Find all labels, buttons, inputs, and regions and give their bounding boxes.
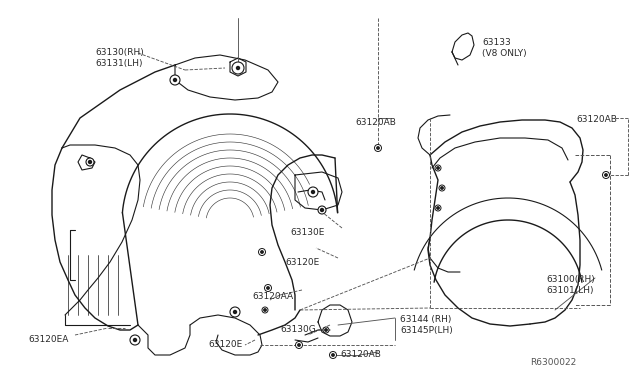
Circle shape <box>134 339 136 341</box>
Circle shape <box>602 171 609 179</box>
Circle shape <box>436 207 439 209</box>
Circle shape <box>267 287 269 289</box>
Text: 63130E: 63130E <box>290 228 324 237</box>
Circle shape <box>86 158 94 166</box>
Circle shape <box>261 251 263 253</box>
Circle shape <box>259 248 266 256</box>
Text: 63145P(LH): 63145P(LH) <box>400 326 452 335</box>
Text: 63130G: 63130G <box>280 325 316 334</box>
Text: 63120EA: 63120EA <box>28 335 68 344</box>
Text: 63144 (RH): 63144 (RH) <box>400 315 451 324</box>
Text: (V8 ONLY): (V8 ONLY) <box>482 49 527 58</box>
Circle shape <box>264 309 266 311</box>
Text: 63120E: 63120E <box>285 258 319 267</box>
Text: 63100(RH): 63100(RH) <box>546 275 595 284</box>
Circle shape <box>321 208 323 212</box>
Text: 63120AA: 63120AA <box>252 292 293 301</box>
Circle shape <box>298 344 300 346</box>
Circle shape <box>436 167 439 169</box>
Text: 63133: 63133 <box>482 38 511 47</box>
Circle shape <box>324 329 327 331</box>
Text: 63120AB: 63120AB <box>355 118 396 127</box>
Circle shape <box>237 67 239 70</box>
Text: 63101(LH): 63101(LH) <box>546 286 593 295</box>
Text: 63120AB: 63120AB <box>576 115 617 124</box>
Circle shape <box>308 187 318 197</box>
Circle shape <box>312 190 314 193</box>
Circle shape <box>332 354 334 356</box>
Circle shape <box>234 311 237 314</box>
Text: 63120AB: 63120AB <box>340 350 381 359</box>
Circle shape <box>230 307 240 317</box>
Circle shape <box>441 187 443 189</box>
Circle shape <box>435 165 441 171</box>
Circle shape <box>264 285 271 292</box>
Circle shape <box>170 75 180 85</box>
Text: R6300022: R6300022 <box>530 358 576 367</box>
Circle shape <box>330 352 337 359</box>
Circle shape <box>296 341 303 349</box>
Circle shape <box>232 62 244 74</box>
Circle shape <box>88 160 92 164</box>
Circle shape <box>439 185 445 191</box>
Text: 63131(LH): 63131(LH) <box>95 59 143 68</box>
Circle shape <box>130 335 140 345</box>
Text: 63130(RH): 63130(RH) <box>95 48 144 57</box>
Text: 63120E: 63120E <box>208 340 243 349</box>
Circle shape <box>374 144 381 151</box>
Circle shape <box>377 147 379 149</box>
Circle shape <box>605 174 607 176</box>
Circle shape <box>318 206 326 214</box>
Circle shape <box>173 78 177 81</box>
Circle shape <box>435 205 441 211</box>
Circle shape <box>262 307 268 313</box>
Circle shape <box>323 327 329 333</box>
